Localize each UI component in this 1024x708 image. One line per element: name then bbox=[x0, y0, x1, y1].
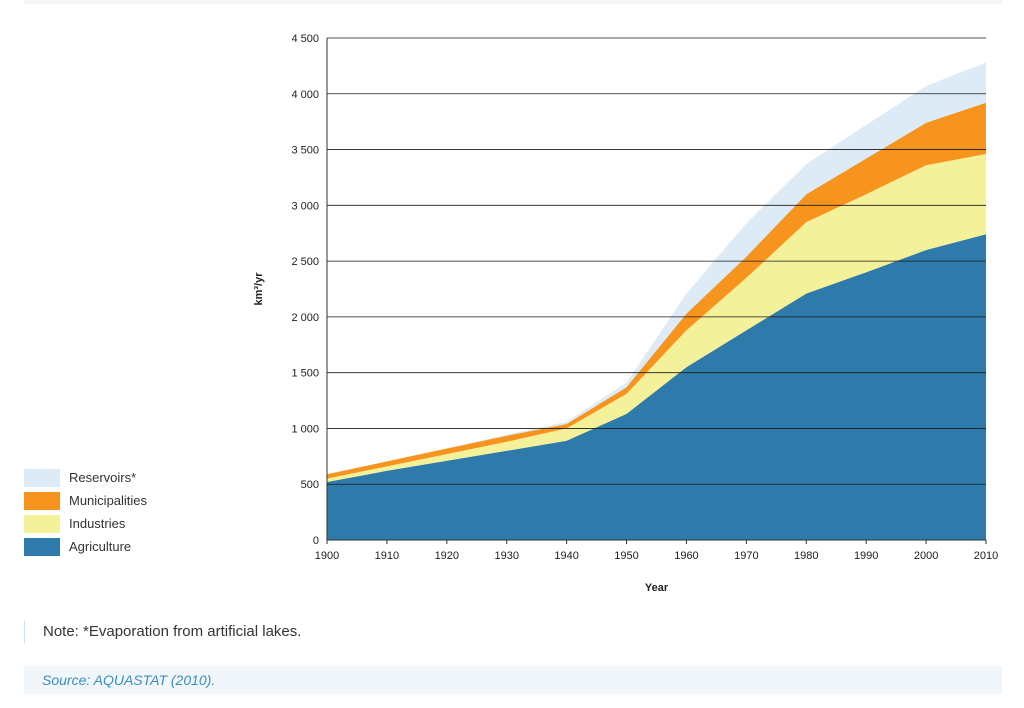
y-tick-label: 2 500 bbox=[291, 256, 319, 268]
legend-swatch-industries bbox=[24, 514, 60, 533]
legend-label-reservoirs: Reservoirs* bbox=[69, 470, 137, 485]
top-divider bbox=[24, 0, 1002, 4]
area-industries bbox=[327, 154, 986, 482]
x-tick-label: 2010 bbox=[974, 550, 998, 562]
legend-item-agriculture: Agriculture bbox=[24, 535, 147, 558]
x-tick-label: 2000 bbox=[914, 550, 938, 562]
area-municipalities bbox=[327, 102, 986, 479]
legend-swatch-municipalities bbox=[24, 491, 60, 510]
legend-label-agriculture: Agriculture bbox=[69, 539, 132, 554]
x-tick-label: 1940 bbox=[554, 550, 578, 562]
chart-source: Source: AQUASTAT (2010). bbox=[24, 666, 1002, 694]
y-axis-title: km³/yr bbox=[253, 272, 265, 306]
x-tick-label: 1990 bbox=[854, 550, 878, 562]
y-tick-label: 1 000 bbox=[291, 423, 319, 435]
x-tick-label: 1910 bbox=[375, 550, 399, 562]
x-tick-label: 1900 bbox=[315, 550, 339, 562]
legend-label-municipalities: Municipalities bbox=[69, 493, 148, 508]
chart-note: Note: *Evaporation from artificial lakes… bbox=[24, 620, 301, 644]
area-agriculture bbox=[327, 234, 986, 541]
y-tick-label: 1 500 bbox=[291, 368, 319, 380]
y-tick-label: 2 000 bbox=[291, 312, 319, 324]
x-tick-label: 1980 bbox=[794, 550, 818, 562]
legend-swatch-reservoirs bbox=[24, 468, 60, 487]
y-tick-label: 3 500 bbox=[291, 145, 319, 157]
y-tick-label: 3 000 bbox=[291, 200, 319, 212]
x-tick-label: 1920 bbox=[435, 550, 459, 562]
y-tick-label: 4 000 bbox=[291, 89, 319, 101]
area-reservoirs bbox=[327, 62, 986, 475]
water-withdrawal-area-chart: 0 500 1 000 1 500 2 000 2 500 3 000 3 500 4 000 4… bbox=[253, 33, 998, 594]
x-tick-label: 1960 bbox=[674, 550, 698, 562]
x-tick-label: 1950 bbox=[614, 550, 638, 562]
y-tick-label: 0 bbox=[313, 535, 319, 547]
legend-label-industries: Industries bbox=[69, 516, 126, 531]
legend-item-municipalities: Municipalities bbox=[24, 489, 147, 512]
chart-legend: Reservoirs* Municipalities Industries Ag… bbox=[24, 466, 147, 558]
x-axis-title: Year bbox=[645, 582, 669, 594]
legend-item-reservoirs: Reservoirs* bbox=[24, 466, 147, 489]
y-tick-label: 500 bbox=[301, 479, 319, 491]
y-tick-label: 4 500 bbox=[291, 33, 319, 45]
legend-item-industries: Industries bbox=[24, 512, 147, 535]
legend-swatch-agriculture bbox=[24, 537, 60, 556]
x-tick-label: 1930 bbox=[494, 550, 518, 562]
x-tick-label: 1970 bbox=[734, 550, 758, 562]
